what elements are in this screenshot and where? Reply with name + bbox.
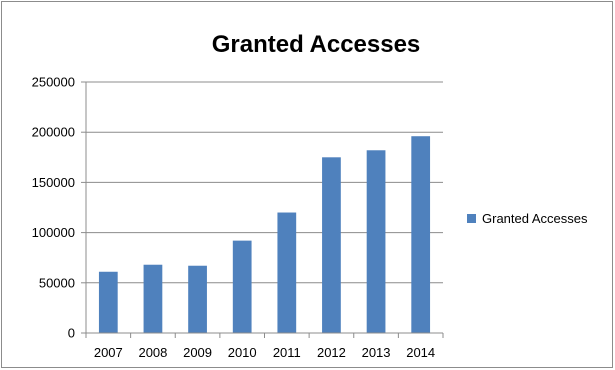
y-tick-label-0: 0 bbox=[68, 326, 75, 341]
chart-title: Granted Accesses bbox=[212, 31, 421, 58]
x-tick-label-2013: 2013 bbox=[362, 345, 391, 360]
bar-2012 bbox=[322, 157, 341, 333]
y-axis-ticks: 0 50000 100000 150000 200000 250000 bbox=[32, 75, 86, 341]
y-tick-label-100000: 100000 bbox=[32, 225, 75, 240]
y-tick-label-250000: 250000 bbox=[32, 75, 75, 90]
x-tick-label-2007: 2007 bbox=[94, 345, 123, 360]
legend-swatch bbox=[467, 214, 476, 223]
x-tick-label-2010: 2010 bbox=[228, 345, 257, 360]
bar-2010 bbox=[232, 240, 252, 333]
y-tick-label-150000: 150000 bbox=[32, 175, 75, 190]
x-tick-label-2008: 2008 bbox=[138, 345, 167, 360]
axes bbox=[85, 82, 443, 334]
y-tick-label-50000: 50000 bbox=[39, 275, 75, 290]
x-tick-label-2011: 2011 bbox=[273, 345, 301, 360]
x-axis-ticks: 2007 2008 2009 2010 2011 2012 2013 2014 bbox=[85, 333, 444, 360]
x-tick-label-2012: 2012 bbox=[317, 345, 346, 360]
bar-2007 bbox=[98, 271, 118, 333]
bar-2008 bbox=[143, 264, 163, 333]
x-tick-label-2014: 2014 bbox=[406, 345, 435, 360]
gridlines bbox=[86, 81, 443, 284]
bar-2014 bbox=[411, 136, 431, 333]
legend: Granted Accesses bbox=[467, 211, 588, 226]
bar-2011 bbox=[277, 212, 297, 333]
bars bbox=[98, 136, 431, 333]
bar-2013 bbox=[366, 150, 386, 333]
x-tick-label-2009: 2009 bbox=[183, 345, 212, 360]
legend-label: Granted Accesses bbox=[482, 211, 588, 226]
bar-2009 bbox=[188, 265, 207, 333]
y-tick-label-200000: 200000 bbox=[32, 125, 75, 140]
